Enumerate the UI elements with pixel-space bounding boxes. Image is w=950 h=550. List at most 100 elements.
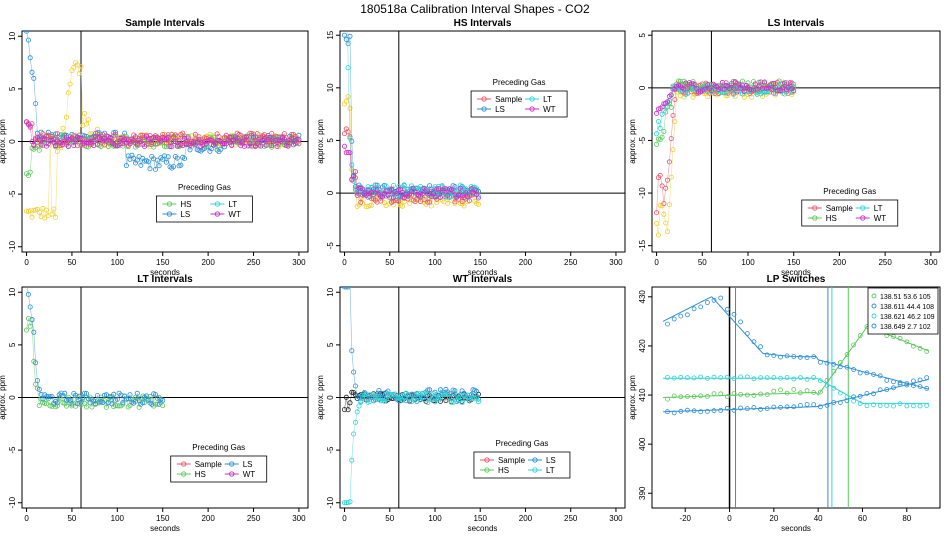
data-point [831,385,837,391]
data-point [758,344,763,350]
legend-entry: Sample [498,456,526,465]
data-point [744,331,750,336]
legend-swatch-point [532,457,538,463]
data-point [417,199,423,205]
data-point [718,295,724,301]
data-point [730,91,736,97]
data-point [24,31,29,34]
data-point [203,144,209,150]
panel-title: LT Intervals [137,274,193,285]
data-point [358,199,364,205]
data-point [724,405,730,411]
data-point [354,409,360,415]
data-point [65,90,71,96]
data-point [27,323,33,329]
data-point [778,354,783,360]
data-point [272,134,278,140]
legend-swatch-point [229,461,235,467]
data-point [730,85,736,91]
data-point [67,81,73,87]
data-point [290,142,296,148]
data-point [232,134,238,140]
data-point [33,360,39,366]
data-point [221,141,227,147]
x-tick-label: 20 [769,514,778,523]
data-point [345,129,351,135]
legend-entry: 138.611 44.4 108 [880,304,934,311]
data-point [343,287,349,290]
data-point [27,304,33,310]
data-point [441,186,447,192]
data-point [871,371,876,377]
data-point [719,79,725,85]
data-point [738,319,743,325]
data-point [78,135,84,141]
data-point [732,79,738,85]
data-point [727,86,733,92]
y-axis-label: approx. ppm [0,119,7,164]
legend-title: Preceding Gas [192,443,245,452]
data-point [127,392,133,398]
data-point [864,390,870,396]
data-point [427,199,433,205]
data-point [419,191,425,197]
legend-title: Preceding Gas [493,78,546,87]
data-point [851,394,856,400]
x-tick-label: 100 [741,258,755,267]
data-point [654,210,660,216]
x-tick-label: 300 [924,258,938,267]
data-point [25,291,31,297]
data-point [683,80,689,86]
x-tick-label: 100 [111,258,125,267]
data-point [452,184,458,190]
data-point [670,147,676,153]
data-point [791,354,797,359]
x-tick-label: 250 [247,514,261,523]
legend-swatch-point [871,313,877,319]
data-point [474,388,480,394]
data-point [659,183,665,189]
data-point [824,383,830,388]
data-point [818,404,823,410]
data-point [241,143,247,149]
data-point [897,335,903,341]
data-point [114,396,120,402]
data-point [178,162,184,168]
legend-entry: WT [543,105,556,114]
data-point [156,401,162,407]
data-point [36,209,42,215]
data-point [71,143,77,149]
data-point [42,215,48,221]
legend-swatch-point [860,215,866,221]
data-point [425,199,431,205]
data-point [145,159,151,165]
data-point [142,143,148,149]
data-point [345,65,351,71]
x-tick-label: 100 [111,514,125,523]
data-point [234,138,240,144]
data-point [758,391,763,397]
data-point [345,149,351,155]
data-point [349,389,355,395]
data-point [811,354,817,360]
legend-swatch-point [484,457,490,463]
data-point [798,402,803,408]
data-point [82,111,88,117]
y-tick-label: 430 [638,290,647,304]
data-point [698,304,704,310]
x-tick-label: 0 [654,258,659,267]
data-point [76,71,82,77]
data-point [475,399,481,405]
data-point [463,190,469,196]
data-point [149,401,155,407]
data-point [167,144,173,150]
data-point [169,144,175,150]
data-point [84,404,90,410]
data-point [917,377,923,383]
data-point [857,370,863,376]
legend-entry: Sample [495,95,523,104]
data-point [254,131,260,137]
plot-frame [339,30,626,253]
data-point [758,406,763,412]
data-point [661,201,667,207]
